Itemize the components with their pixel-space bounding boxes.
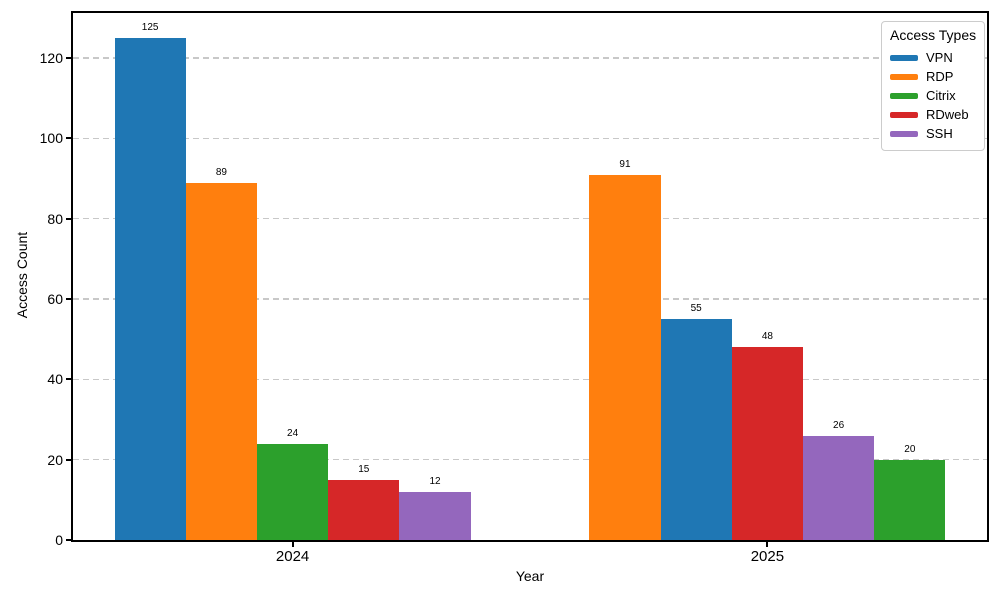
y-axis-label: Access Count	[14, 231, 30, 319]
y-tick-mark	[66, 137, 71, 140]
y-tick-label: 60	[47, 291, 63, 308]
legend-swatch-icon	[890, 111, 918, 118]
y-tick-mark	[66, 57, 71, 60]
y-tick-label: 120	[39, 50, 63, 67]
bar-value-label-2025-SSH: 26	[833, 419, 845, 431]
gridline-y-60	[73, 298, 987, 300]
x-tick-label-2024: 2024	[275, 548, 310, 565]
bar-2025-SSH	[803, 435, 875, 540]
y-tick-label: 40	[47, 371, 63, 388]
legend-label: RDweb	[926, 107, 969, 122]
gridline-y-20	[73, 458, 987, 461]
x-tick-mark	[291, 542, 294, 547]
legend: Access Types VPN RDP Citrix RDweb SSH	[881, 21, 985, 151]
legend-swatch-icon	[890, 54, 918, 61]
gridline-y-120	[73, 57, 987, 59]
bar-value-label-2024-SSH: 12	[429, 475, 441, 487]
legend-item-SSH: SSH	[890, 124, 976, 143]
y-tick-mark	[66, 298, 71, 301]
bar-value-label-2025-RDP: 91	[619, 158, 631, 170]
x-tick-label-2025: 2025	[750, 548, 785, 565]
y-tick-mark	[66, 378, 71, 381]
x-tick-mark	[766, 542, 769, 547]
legend-item-Citrix: Citrix	[890, 86, 976, 105]
y-tick-label: 80	[47, 210, 63, 227]
bar-value-label-2025-Citrix: 20	[904, 443, 916, 455]
bar-2025-RDP	[589, 174, 661, 540]
legend-item-RDP: RDP	[890, 67, 976, 86]
legend-label: RDP	[926, 69, 954, 84]
bar-value-label-2025-VPN: 55	[690, 303, 702, 315]
plot-area: 125 89 24 15 12 91 55 48 26 20	[71, 11, 989, 542]
legend-items: VPN RDP Citrix RDweb SSH	[890, 48, 976, 143]
legend-label: VPN	[926, 50, 953, 65]
legend-label: SSH	[926, 126, 953, 141]
bar-2025-RDweb	[731, 347, 803, 540]
legend-item-RDweb: RDweb	[890, 105, 976, 124]
bar-2025-VPN	[660, 319, 732, 540]
legend-label: Citrix	[926, 88, 956, 103]
gridline-y-100	[73, 137, 987, 140]
gridline-y-80	[73, 218, 987, 220]
legend-item-VPN: VPN	[890, 48, 976, 67]
y-tick-mark	[66, 539, 71, 541]
legend-title: Access Types	[890, 27, 977, 43]
y-tick-label: 100	[39, 130, 63, 147]
gridline-y-40	[73, 378, 987, 381]
bar-2024-SSH	[399, 491, 471, 540]
bar-2024-Citrix	[256, 443, 329, 540]
y-tick-mark	[66, 217, 71, 220]
bar-value-label-2024-RDweb: 15	[358, 463, 370, 475]
y-tick-label: 0	[55, 532, 63, 548]
y-tick-mark	[66, 458, 71, 461]
legend-swatch-icon	[890, 73, 918, 80]
bar-2024-RDweb	[328, 479, 400, 540]
bar-value-label-2024-Citrix: 24	[287, 427, 299, 439]
y-tick-label: 20	[47, 451, 63, 468]
bar-2024-VPN	[114, 38, 186, 540]
bar-value-label-2025-RDweb: 48	[761, 331, 773, 343]
bar-2024-RDP	[185, 182, 257, 540]
bar-value-label-2024-VPN: 125	[141, 22, 159, 34]
bar-2025-Citrix	[874, 459, 946, 540]
bar-value-label-2024-RDP: 89	[215, 166, 227, 178]
legend-swatch-icon	[890, 92, 918, 99]
x-axis-label: Year	[515, 568, 545, 584]
legend-swatch-icon	[890, 130, 918, 137]
